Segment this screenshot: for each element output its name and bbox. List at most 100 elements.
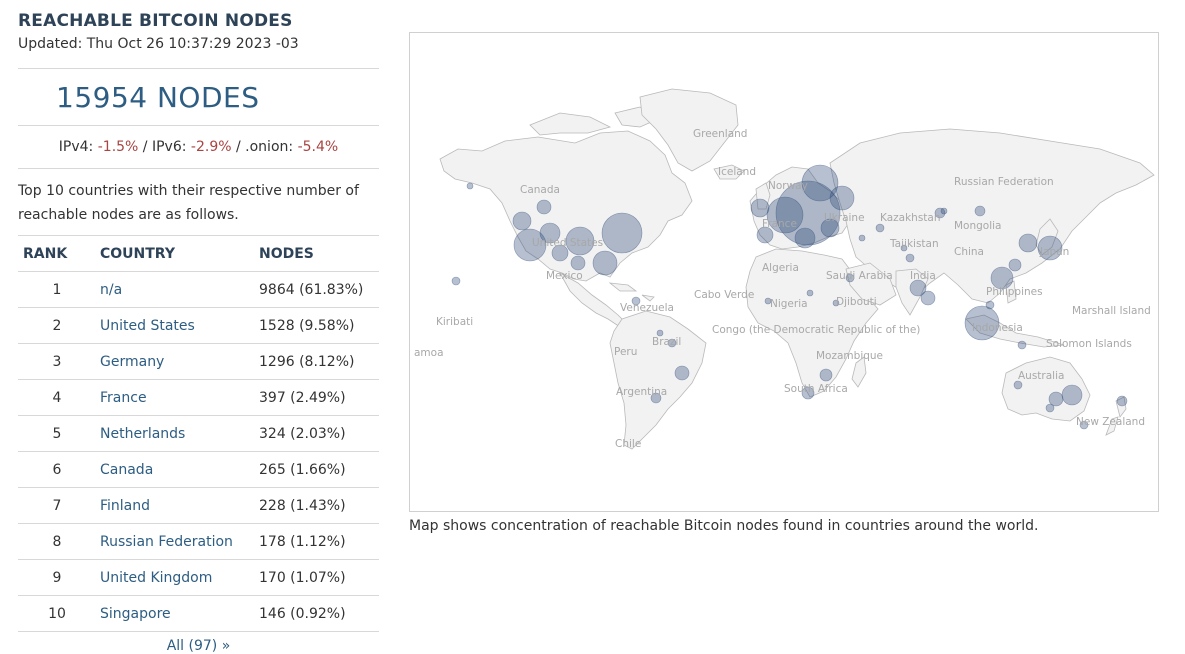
map-label: Kiribati [436, 316, 473, 328]
new-zealand-land [1105, 396, 1127, 436]
node-marker [513, 228, 547, 262]
indonesia-land [965, 314, 1065, 348]
world-map[interactable]: Greenland Iceland Norway Russian Federat… [409, 32, 1159, 512]
node-marker [1061, 384, 1083, 406]
table-row: 8 Russian Federation 178 (1.12%) [18, 523, 379, 560]
top-countries-description: Top 10 countries with their respective n… [18, 183, 359, 223]
country-link[interactable]: n/a [95, 271, 259, 308]
map-caption: Map shows concentration of reachable Bit… [409, 518, 1039, 534]
nodes-cell: 324 (2.03%) [259, 415, 379, 452]
map-label: Solomon Islands [1046, 338, 1132, 350]
nodes-header: NODES [259, 235, 379, 272]
japan-land [1035, 218, 1059, 256]
map-label: Japan [1039, 246, 1069, 258]
page-title: REACHABLE BITCOIN NODES [18, 11, 293, 31]
node-marker [934, 207, 946, 219]
nodes-count: 15954 NODES [56, 81, 260, 114]
node-marker [964, 305, 1000, 341]
node-marker [1017, 340, 1027, 350]
iceland-land [713, 164, 745, 180]
country-link[interactable]: Netherlands [95, 415, 259, 452]
node-marker [1079, 420, 1089, 430]
nodes-cell: 1296 (8.12%) [259, 343, 379, 380]
map-labels: Greenland Iceland Norway Russian Federat… [414, 128, 1151, 450]
node-marker [820, 218, 840, 238]
all-countries-link[interactable]: All (97) » [166, 638, 231, 654]
table-row: 1 n/a 9864 (61.83%) [18, 271, 379, 308]
table-row: 9 United Kingdom 170 (1.07%) [18, 559, 379, 596]
map-label: Norway [768, 180, 808, 192]
map-label: Kazakhstan [880, 212, 941, 224]
nodes-cell: 397 (2.49%) [259, 379, 379, 416]
node-marker [766, 196, 804, 234]
node-marker [990, 266, 1014, 290]
node-marker [565, 226, 595, 256]
philippines-land [1005, 280, 1017, 304]
table-row: 2 United States 1528 (9.58%) [18, 307, 379, 344]
node-marker [756, 226, 774, 244]
node-markers [451, 164, 1128, 430]
ipv6-change: -2.9% [190, 139, 232, 155]
node-marker [451, 276, 461, 286]
country-link[interactable]: Germany [95, 343, 259, 380]
node-marker [570, 255, 586, 271]
map-label: Mexico [546, 270, 583, 282]
node-marker [775, 180, 841, 246]
map-label: Peru [614, 346, 637, 358]
madagascar-land [851, 356, 867, 388]
node-marker [940, 207, 948, 215]
country-link[interactable]: United Kingdom [95, 559, 259, 596]
node-marker [801, 164, 839, 202]
map-label: Greenland [693, 128, 747, 140]
caribbean-land [608, 282, 655, 302]
table-row: 7 Finland 228 (1.43%) [18, 487, 379, 524]
node-marker [909, 279, 927, 297]
node-marker [1045, 403, 1055, 413]
nodes-cell: 170 (1.07%) [259, 559, 379, 596]
map-label: Congo (the Democratic Republic of the) [712, 324, 920, 336]
rank-cell: 3 [18, 343, 95, 380]
nodes-cell: 9864 (61.83%) [259, 271, 379, 308]
map-label: Australia [1018, 370, 1064, 382]
onion-label: / .onion: [231, 139, 298, 155]
node-marker [974, 205, 986, 217]
country-link[interactable]: Finland [95, 487, 259, 524]
map-label: Philippines [986, 286, 1043, 298]
node-marker [900, 244, 908, 252]
nodes-cell: 146 (0.92%) [259, 595, 379, 632]
rank-cell: 9 [18, 559, 95, 596]
map-label: Algeria [762, 262, 799, 274]
table-row: 6 Canada 265 (1.66%) [18, 451, 379, 488]
map-label: China [954, 246, 984, 258]
ipv6-label: / IPv6: [138, 139, 191, 155]
map-label: France [762, 218, 797, 230]
nodes-cell: 265 (1.66%) [259, 451, 379, 488]
africa-land [745, 248, 879, 398]
table-header-row: RANK COUNTRY NODES [18, 235, 379, 272]
country-link[interactable]: Canada [95, 451, 259, 488]
node-marker [875, 223, 885, 233]
map-label: Mongolia [954, 220, 1002, 232]
country-link[interactable]: Singapore [95, 595, 259, 632]
map-label: United States [532, 237, 603, 249]
country-link[interactable]: France [95, 379, 259, 416]
node-marker [592, 250, 618, 276]
node-marker [985, 300, 995, 310]
node-marker [764, 297, 772, 305]
country-link[interactable]: Russian Federation [95, 523, 259, 560]
map-label: Argentina [616, 386, 667, 398]
rank-cell: 2 [18, 307, 95, 344]
asia-land [829, 128, 1155, 304]
table-row: 10 Singapore 146 (0.92%) [18, 595, 379, 632]
rank-cell: 1 [18, 271, 95, 308]
node-marker [667, 338, 677, 348]
node-marker [750, 198, 770, 218]
map-label: amoa [414, 347, 444, 359]
rank-cell: 10 [18, 595, 95, 632]
map-label: Chile [615, 438, 641, 450]
map-label: Ukraine [824, 212, 865, 224]
country-link[interactable]: United States [95, 307, 259, 344]
map-label: Venezuela [620, 302, 674, 314]
node-marker [832, 299, 840, 307]
map-label: Canada [520, 184, 560, 196]
